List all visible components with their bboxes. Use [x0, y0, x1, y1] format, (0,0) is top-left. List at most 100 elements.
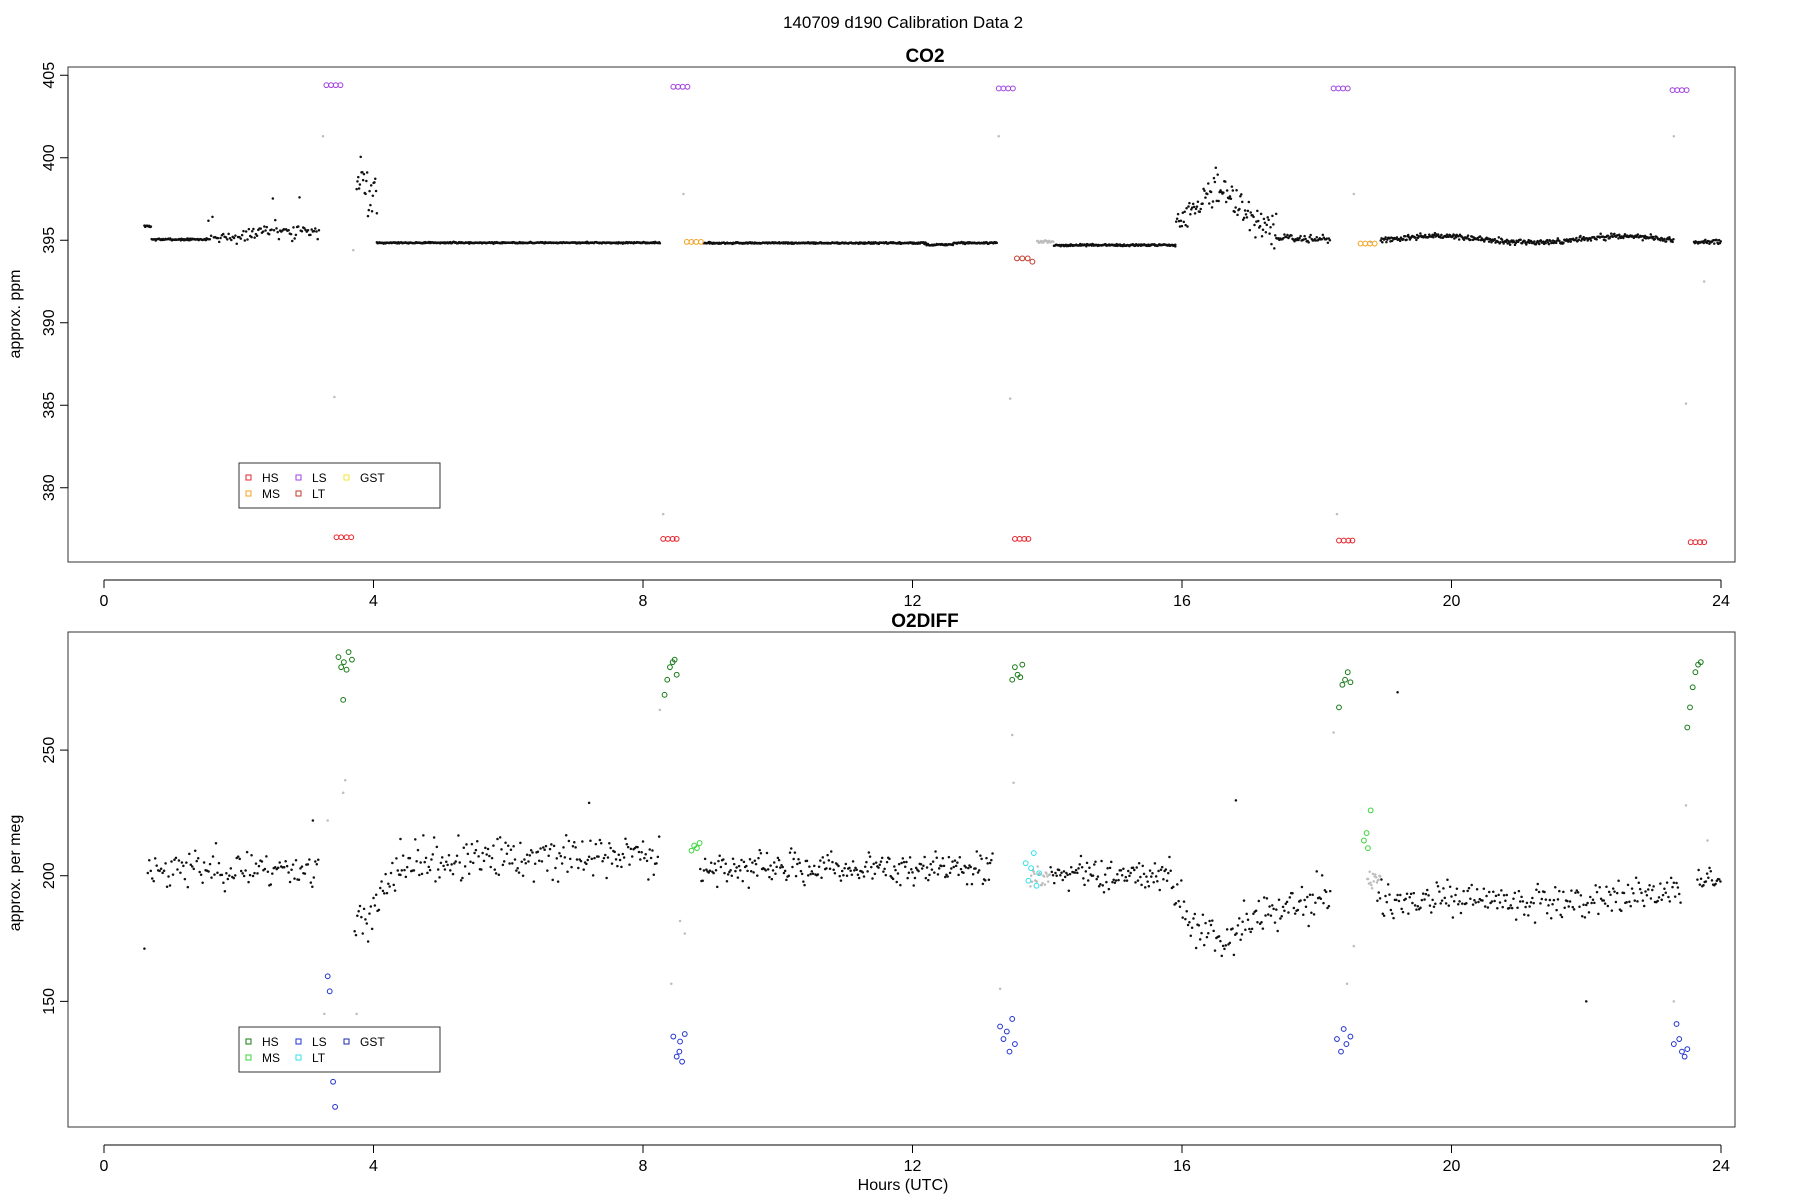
o2-ambient-point [1571, 905, 1575, 909]
o2-ambient-point [1516, 906, 1519, 909]
co2-ambient-point [1240, 193, 1243, 196]
o2-ambient-point [482, 859, 486, 863]
o2-ambient-point [833, 871, 837, 875]
o2-ambient-point [167, 875, 170, 878]
o2-ambient-point [1465, 902, 1468, 905]
o2-ambient-point [442, 864, 445, 868]
co2-ambient-point [1238, 207, 1241, 211]
o2-ambient-point [517, 871, 521, 874]
o2-ambient-point [590, 857, 594, 861]
co2-ambient-point [1519, 238, 1522, 241]
o2-ambient-point [1672, 1000, 1676, 1003]
o2-point-ls [670, 1033, 677, 1040]
o2-ambient-point [586, 858, 590, 862]
o2-ambient-point [865, 860, 868, 864]
o2-ambient-point [168, 884, 172, 887]
o2-ambient-point [1547, 904, 1550, 907]
co2-point-ls [1000, 85, 1007, 92]
o2-ambient-point [758, 848, 761, 852]
o2-ambient-point [1699, 877, 1703, 881]
o2-ambient-point [1532, 901, 1535, 905]
co2-ambient-point [1195, 205, 1199, 208]
o2-ambient-point [888, 857, 891, 861]
co2-point-hs [1692, 539, 1699, 546]
o2-ambient-point [1536, 882, 1539, 886]
co2-ambient-point [287, 228, 290, 232]
o2-ambient-point [608, 841, 611, 845]
o2-ambient-point [599, 842, 603, 845]
co2-ambient-point [1613, 232, 1616, 236]
o2-ambient-point [1221, 944, 1225, 948]
co2-ambient-point [1569, 240, 1573, 243]
o2-ambient-point [488, 854, 491, 858]
o2-ambient-point [1380, 878, 1383, 881]
o2-ambient-point [1131, 866, 1135, 870]
co2-ambient-point [1265, 223, 1269, 227]
o2-ambient-point [1675, 881, 1678, 885]
co2-ambient-point [1180, 224, 1184, 228]
co2-ambient-point [1457, 235, 1460, 238]
co2-point-hs [660, 536, 667, 542]
o2-ambient-point [419, 861, 422, 864]
o2-ambient-point [1432, 905, 1436, 908]
co2-ambient-point [1286, 233, 1289, 237]
o2-ambient-point [1648, 884, 1651, 887]
co2-ambient-point [310, 228, 313, 231]
o2-point-ls [326, 988, 333, 995]
co2-ambient-point [951, 243, 955, 247]
o2-ambient-point [1279, 917, 1282, 920]
o2-ambient-point [1188, 920, 1191, 924]
co2-ambient-point [1260, 234, 1264, 238]
o2-ambient-point [1667, 895, 1670, 899]
o2-ambient-point [1669, 876, 1673, 880]
o2-point-hs [1336, 704, 1342, 711]
co2-ambient-point [1395, 236, 1399, 239]
o2-ambient-point [1113, 881, 1117, 885]
co2-ambient-point [1299, 234, 1302, 238]
o2-ambient-point [640, 851, 643, 854]
o2-ambient-point [1705, 872, 1709, 875]
o2-ambient-point [715, 885, 719, 889]
o2-ambient-point [980, 857, 983, 861]
o2-ambient-point [1212, 929, 1215, 933]
o2-ambient-point [742, 860, 746, 864]
o2-ambient-point [284, 860, 287, 863]
o2-ambient-point [455, 854, 459, 858]
o2-ambient-point [1240, 933, 1244, 936]
o2-ambient-point [1444, 902, 1448, 905]
o2-ambient-point [1467, 886, 1471, 890]
co2-ambient-point [1179, 219, 1183, 223]
o2-ambient-point [919, 863, 923, 866]
o2-ambient-point [266, 870, 270, 874]
co2-point-ls [684, 83, 691, 90]
o2-ambient-point [463, 865, 467, 868]
co2-ambient-point [1256, 209, 1259, 213]
o2-point-lt [1030, 850, 1037, 857]
o2-ambient-point [357, 909, 360, 913]
o2-ambient-point [1638, 887, 1642, 891]
co2-ambient-point [1589, 239, 1593, 242]
o2-ambient-point [644, 852, 647, 856]
o2-point-hs [671, 656, 678, 663]
o2-ambient-point [636, 845, 639, 849]
o2-ambient-point [645, 859, 649, 863]
co2-ambient-point [1266, 216, 1269, 219]
o2-ambient-point [1271, 904, 1274, 907]
o2-ambient-point [1602, 899, 1606, 902]
o2-ambient-point [1129, 871, 1132, 875]
o2-ambient-point [956, 861, 959, 864]
o2-ambient-point [1456, 903, 1460, 906]
o2-ambient-point [1136, 879, 1140, 882]
o2-ambient-point [1493, 899, 1496, 903]
o2-ambient-point [884, 873, 888, 877]
co2-ambient-point [1285, 235, 1288, 239]
o2-ambient-point [500, 848, 503, 851]
o2-ambient-point [369, 905, 373, 908]
o2-ambient-point [519, 841, 522, 845]
o2-ambient-point [1562, 890, 1565, 894]
o2-ambient-point [910, 868, 913, 871]
o2-ambient-point [451, 872, 455, 876]
o2-ambient-point [605, 876, 608, 880]
o2-ambient-point [1556, 898, 1560, 901]
o2-ambient-point [582, 868, 585, 871]
